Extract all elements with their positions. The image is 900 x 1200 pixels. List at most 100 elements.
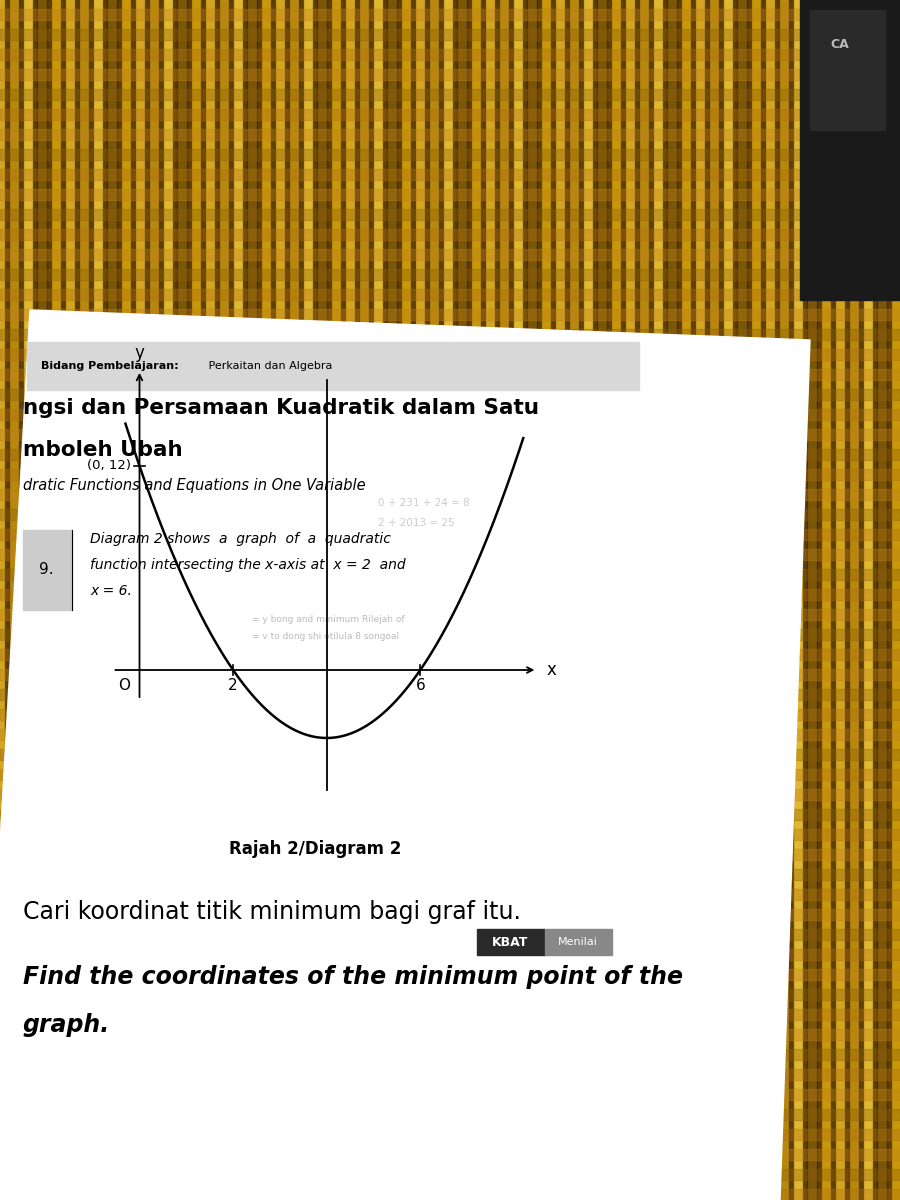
Bar [89, 0, 93, 1200]
Bar [0, 1049, 900, 1060]
Text: Find the coordinates of the minimum point of the: Find the coordinates of the minimum poin… [22, 965, 682, 989]
Bar [0, 349, 900, 360]
Bar [0, 389, 900, 400]
Bar [653, 0, 663, 1200]
Bar [0, 589, 900, 600]
Bar [33, 0, 37, 1200]
Text: ngsi dan Persamaan Kuadratik dalam Satu: ngsi dan Persamaan Kuadratik dalam Satu [22, 398, 538, 418]
Bar [551, 0, 555, 1200]
Bar [0, 308, 900, 320]
Bar [104, 0, 107, 1200]
Text: 6: 6 [416, 678, 425, 692]
Text: Menilai: Menilai [558, 937, 598, 947]
Bar [0, 149, 900, 160]
Bar [0, 790, 900, 800]
Bar [0, 608, 900, 620]
Bar [177, 0, 187, 1200]
Bar [313, 0, 317, 1200]
Bar [0, 490, 900, 500]
Bar [737, 0, 747, 1200]
Bar [0, 910, 900, 920]
Bar [303, 0, 313, 1200]
Bar [891, 0, 900, 1200]
Bar [649, 0, 653, 1200]
Bar [145, 0, 149, 1200]
Bar [19, 0, 23, 1200]
Bar [0, 229, 900, 240]
Bar [65, 0, 75, 1200]
Bar [271, 0, 275, 1200]
Bar [477, 929, 544, 955]
Bar [243, 0, 247, 1200]
Bar [0, 269, 900, 280]
Bar [230, 0, 233, 1200]
Bar [22, 530, 72, 610]
Bar [219, 0, 230, 1200]
Bar [691, 0, 695, 1200]
Bar [22, 530, 72, 610]
Bar [807, 0, 817, 1200]
Bar [453, 0, 457, 1200]
Bar [0, 49, 900, 60]
Bar [0, 1090, 900, 1100]
Bar [495, 0, 499, 1200]
Bar [373, 0, 383, 1200]
Bar [0, 428, 900, 440]
Bar [0, 970, 900, 980]
Bar [734, 0, 737, 1200]
Text: dratic Functions and Equations in One Variable: dratic Functions and Equations in One Va… [22, 478, 365, 493]
Bar [0, 629, 900, 640]
Bar [327, 0, 331, 1200]
Bar [555, 0, 565, 1200]
Bar [761, 0, 765, 1200]
Bar [499, 0, 509, 1200]
Bar [747, 0, 751, 1200]
Bar [723, 0, 734, 1200]
Bar [0, 728, 900, 740]
Bar [544, 929, 612, 955]
Bar [411, 0, 415, 1200]
Text: 2: 2 [229, 678, 238, 692]
Bar [0, 169, 900, 180]
Bar [789, 0, 793, 1200]
Text: graph.: graph. [22, 1013, 110, 1037]
Bar [0, 188, 900, 200]
Bar [131, 0, 135, 1200]
Text: CA: CA [830, 38, 849, 52]
Bar [751, 0, 761, 1200]
Bar [415, 0, 425, 1200]
Bar [233, 0, 243, 1200]
Bar [121, 0, 131, 1200]
Bar [537, 0, 541, 1200]
Bar [299, 0, 303, 1200]
Bar [401, 0, 411, 1200]
Bar [0, 1129, 900, 1140]
Bar [51, 0, 61, 1200]
Bar [187, 0, 191, 1200]
Bar [383, 0, 387, 1200]
Bar [583, 0, 593, 1200]
Bar [0, 469, 900, 480]
Bar [0, 289, 900, 300]
Bar [0, 89, 900, 100]
Bar [0, 1069, 900, 1080]
Bar [849, 0, 859, 1200]
Bar [47, 0, 51, 1200]
Bar [201, 0, 205, 1200]
Text: Bidang Pembelajaran:: Bidang Pembelajaran: [40, 361, 178, 371]
Bar [635, 0, 639, 1200]
Bar [0, 0, 5, 1200]
Bar [345, 0, 356, 1200]
Text: = y bong and minimum Rilejah of: = y bong and minimum Rilejah of [252, 614, 405, 624]
Bar [0, 829, 900, 840]
Bar [275, 0, 285, 1200]
Bar [873, 0, 877, 1200]
Bar [482, 0, 485, 1200]
Bar [191, 0, 201, 1200]
Bar [205, 0, 215, 1200]
Bar [0, 248, 900, 260]
Bar [0, 749, 900, 760]
Bar [0, 989, 900, 1000]
Bar [509, 0, 513, 1200]
Bar [810, 10, 885, 130]
